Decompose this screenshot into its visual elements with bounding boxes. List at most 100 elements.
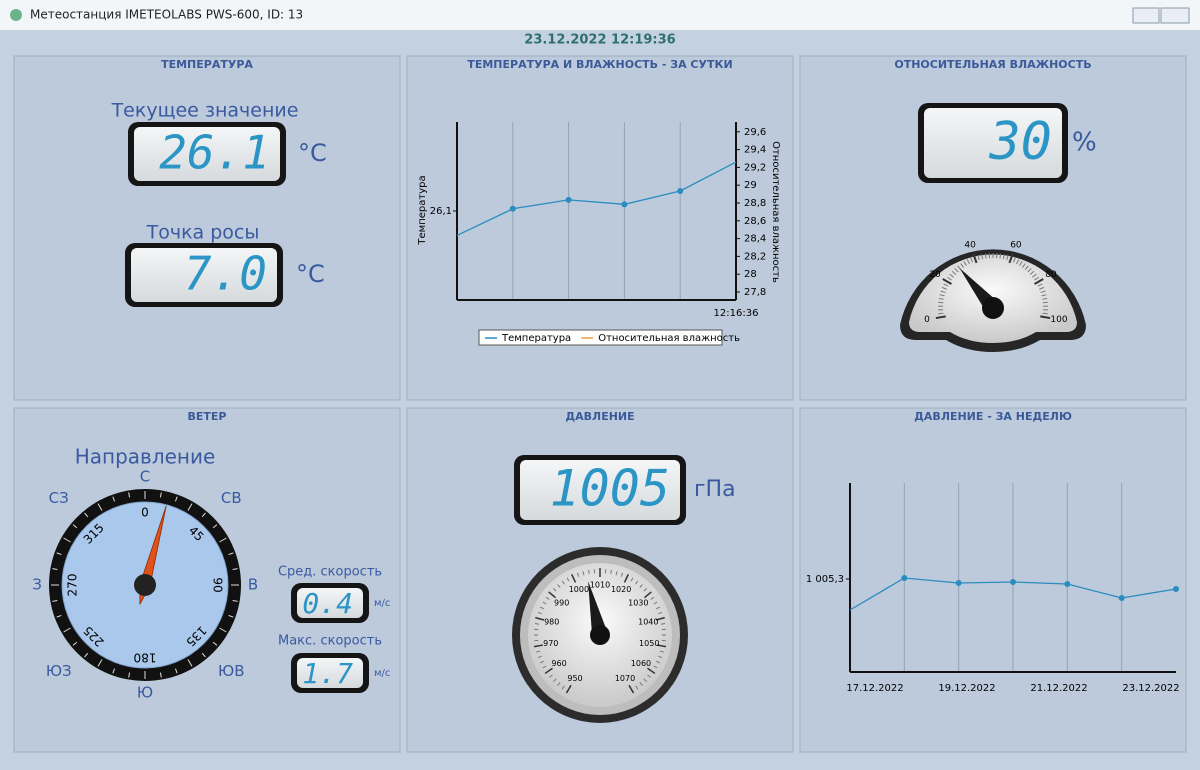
compass-direction: Ю [137,684,153,702]
gauge-tick-label: 980 [544,618,559,627]
datetime: 23.12.2022 12:19:36 [524,33,675,48]
gauge-tick-label: 40 [964,241,976,251]
label: м/с [374,598,390,609]
panel-title: ТЕМПЕРАТУРА [161,58,253,71]
compass-direction: З [32,576,42,594]
gauge-tick-label: 80 [1045,270,1057,280]
point [677,188,683,194]
gauge-tick-label: 960 [551,659,566,668]
y2-tick-label: 28 [744,269,757,280]
compass-degree: 90 [211,577,225,592]
legend-label: Температура [501,333,571,344]
point [1173,586,1179,592]
gauge-hub [982,297,1004,319]
label: Текущее значение [111,100,299,122]
panel-title: ВЕТЕР [188,410,227,423]
panel-title: ДАВЛЕНИЕ - ЗА НЕДЕЛЮ [914,410,1072,423]
y2-tick-label: 29 [744,180,757,191]
app-icon [10,9,22,21]
gauge-tick-label: 1000 [569,585,589,594]
y-tick-label: 1 005,3 [806,574,844,585]
gauge-minor-tick [661,624,665,625]
y2-tick-label: 28,2 [744,251,766,262]
y2-tick-label: 28,4 [744,234,766,245]
compass-degree: 180 [134,651,157,665]
compass-direction: СЗ [49,489,69,507]
compass-direction: В [248,576,258,594]
label: гПа [694,477,736,502]
gauge-minor-tick [611,570,612,574]
panel-title: ТЕМПЕРАТУРА И ВЛАЖНОСТЬ - ЗА СУТКИ [467,58,732,71]
gauge-minor-tick [1000,254,1001,259]
label: Макс. скорость [278,634,382,649]
label: °C [296,260,325,288]
compass-degree: 0 [141,506,149,520]
lcd-value: 1.7 [302,657,353,690]
lcd-value: 30 [988,112,1052,172]
point [901,575,907,581]
gauge-tick-label: 1010 [590,581,610,590]
lcd-value: 7.0 [184,247,267,301]
x-tick-label: 23.12.2022 [1122,683,1179,694]
gauge-tick-label: 950 [567,674,582,683]
y2-tick-label: 28,6 [744,216,766,227]
label: Сред. скорость [278,565,382,580]
gauge-tick-label: 1020 [611,585,631,594]
y2-tick-label: 29,4 [744,145,766,156]
compass-degree: 270 [66,574,80,597]
compass-direction: С [140,468,150,486]
gauge-minor-tick [938,313,943,314]
point [1064,581,1070,587]
gauge-tick-label: 20 [929,270,941,280]
label: % [1072,128,1097,158]
lcd-value: 26.1 [159,126,270,180]
gauge-tick-label: 1070 [615,674,635,683]
compass-direction: ЮЗ [46,662,72,680]
y2-tick-label: 29,2 [744,162,766,173]
gauge-tick-label: 1040 [638,618,658,627]
x-tick-label: 17.12.2022 [846,683,903,694]
lcd-value: 0.4 [302,587,353,620]
point [621,201,627,207]
x-tick-label: 12:16:36 [714,308,759,319]
y2-tick-label: 29,6 [744,127,766,138]
gauge-minor-tick [1043,302,1048,303]
gauge-minor-tick [589,570,590,574]
y2-tick-label: 27,8 [744,287,766,298]
point [1119,595,1125,601]
gauge-minor-tick [985,254,986,259]
label: Направление [75,445,216,469]
restore-button[interactable] [1133,8,1159,23]
y-axis-label: Температура [417,175,428,245]
x-tick-label: 19.12.2022 [938,683,995,694]
label: м/с [374,668,390,679]
label: Точка росы [146,222,260,244]
panel [800,408,1186,752]
close-button[interactable] [1161,8,1189,23]
gauge-tick-label: 100 [1050,315,1067,325]
gauge-tick-label: 0 [924,315,930,325]
gauge-tick-label: 970 [543,639,558,648]
point [566,197,572,203]
panel-title: ДАВЛЕНИЕ [565,410,634,423]
gauge-tick-label: 1060 [631,659,651,668]
lcd-value: 1005 [550,460,670,518]
legend-label: Относительная влажность [598,333,740,344]
compass-direction: ЮВ [218,662,244,680]
gauge-tick-label: 1030 [628,598,648,607]
gauge-tick-label: 990 [554,598,569,607]
point [956,580,962,586]
point [1010,579,1016,585]
compass-direction: СВ [221,489,242,507]
y2-axis-label: Относительная влажность [770,141,781,283]
label: °C [298,139,327,167]
compass-hub [134,574,156,596]
gauge-minor-tick [535,624,539,625]
gauge-minor-tick [938,302,943,303]
y2-tick-label: 28,8 [744,198,766,209]
window-title: Метеостанция IMETEOLABS PWS-600, ID: 13 [30,8,303,22]
panel-title: ОТНОСИТЕЛЬНАЯ ВЛАЖНОСТЬ [894,58,1091,71]
point [510,206,516,212]
x-tick-label: 21.12.2022 [1030,683,1087,694]
gauge-tick-label: 60 [1010,241,1022,251]
